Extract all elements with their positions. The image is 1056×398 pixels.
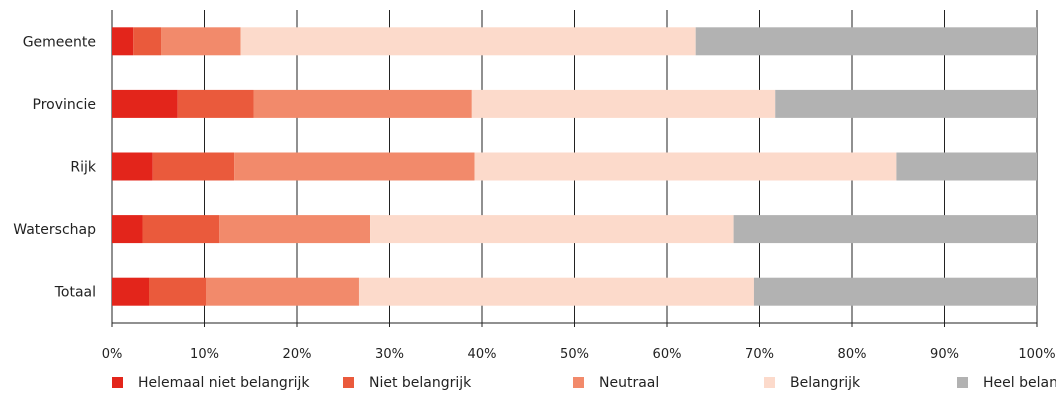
x-tick-label: 0% — [102, 347, 123, 362]
bar-segment — [161, 27, 241, 56]
bar-segment — [152, 152, 235, 181]
x-tick-label: 60% — [653, 347, 682, 362]
bar-segment — [112, 27, 134, 56]
bar-segment — [471, 89, 776, 118]
x-tick-label: 100% — [1018, 347, 1055, 362]
bar-segment — [112, 89, 178, 118]
bar-segment — [234, 152, 475, 181]
category-labels: Gemeente Provincie Rijk Waterschap Totaal — [13, 34, 97, 300]
x-tick-label: 20% — [283, 347, 312, 362]
bar-segment — [240, 27, 696, 56]
x-tick-label: 80% — [838, 347, 867, 362]
bar-segment — [474, 152, 897, 181]
legend-swatch — [343, 377, 354, 388]
bars — [112, 27, 1037, 306]
bar-segment — [219, 215, 371, 244]
x-tick-label: 40% — [468, 347, 497, 362]
bar-segment — [112, 215, 143, 244]
legend-label: Belangrijk — [790, 375, 861, 391]
legend-label: Niet belangrijk — [369, 375, 472, 391]
category-label: Waterschap — [13, 222, 96, 238]
legend-swatch — [764, 377, 775, 388]
bar-segment — [142, 215, 220, 244]
bar-segment — [775, 89, 1037, 118]
bar-segment — [112, 277, 149, 306]
x-tick-label: 70% — [745, 347, 774, 362]
bar-segment — [695, 27, 1037, 56]
x-tick-label: 90% — [930, 347, 959, 362]
x-tick-label: 30% — [375, 347, 404, 362]
bar-segment — [733, 215, 1037, 244]
bar-segment — [177, 89, 254, 118]
bar-segment — [206, 277, 359, 306]
bar-segment — [358, 277, 754, 306]
bar-segment — [112, 152, 153, 181]
bar-segment — [896, 152, 1037, 181]
x-tick-labels: 0% 10% 20% 30% 40% 50% 60% 70% 80% 90% 100% — [102, 347, 1056, 362]
legend: Helemaal niet belangrijk Niet belangrijk N… — [112, 375, 1056, 391]
bar-segment — [753, 277, 1037, 306]
x-tick-label: 10% — [190, 347, 219, 362]
category-label: Totaal — [54, 285, 96, 301]
category-label: Gemeente — [23, 34, 96, 50]
legend-swatch — [957, 377, 968, 388]
bar-segment — [370, 215, 734, 244]
legend-swatch — [112, 377, 123, 388]
legend-swatch — [573, 377, 584, 388]
bar-segment — [149, 277, 207, 306]
category-label: Rijk — [70, 160, 97, 176]
legend-label: Helemaal niet belangrijk — [138, 375, 310, 391]
legend-label: Heel belangrijk — [983, 375, 1056, 391]
legend-label: Neutraal — [599, 375, 659, 391]
bar-segment — [253, 89, 472, 118]
category-label: Provincie — [33, 97, 96, 113]
x-tick-label: 50% — [560, 347, 589, 362]
bar-segment — [133, 27, 162, 56]
